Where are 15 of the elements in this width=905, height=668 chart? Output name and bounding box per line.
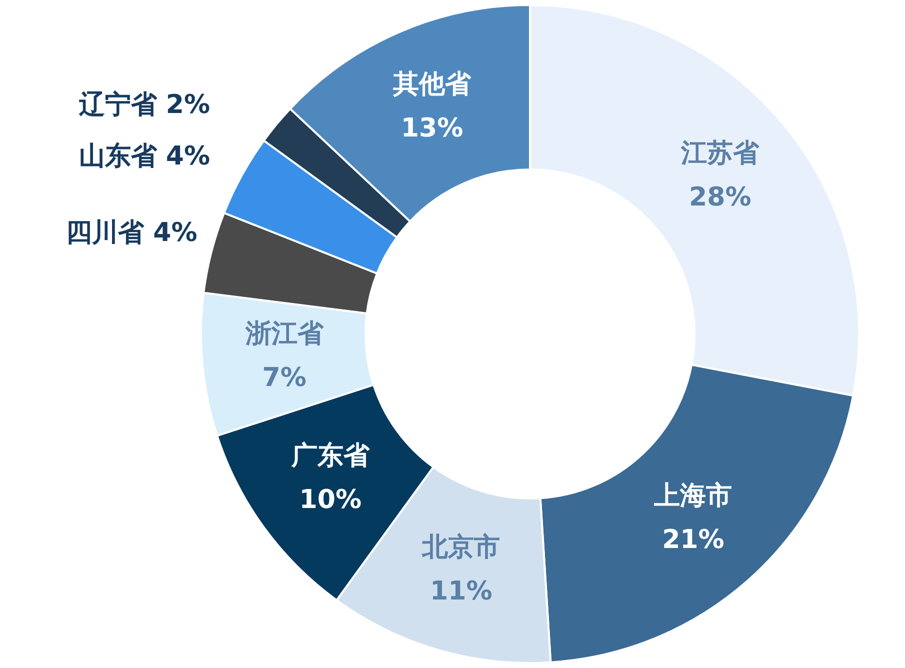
- slice-label: 上海市: [653, 480, 732, 511]
- slice-label: 江苏省: [680, 138, 760, 168]
- slice-label: 北京市: [421, 532, 500, 563]
- slice-label: 辽宁省 2%: [78, 90, 210, 120]
- data-label: 13%: [400, 113, 464, 144]
- slice-label: 其他省: [392, 69, 472, 100]
- data-label: 10%: [299, 484, 362, 515]
- data-label: 11%: [430, 576, 492, 607]
- slice-label: 四川省 4%: [66, 218, 198, 248]
- slice-label: 广东省: [290, 440, 370, 471]
- data-label: 7%: [262, 362, 306, 393]
- slice-label: 浙江省: [244, 318, 324, 349]
- slice-label: 山东省 4%: [78, 141, 210, 172]
- data-label: 21%: [662, 524, 724, 555]
- data-label: 28%: [689, 182, 752, 212]
